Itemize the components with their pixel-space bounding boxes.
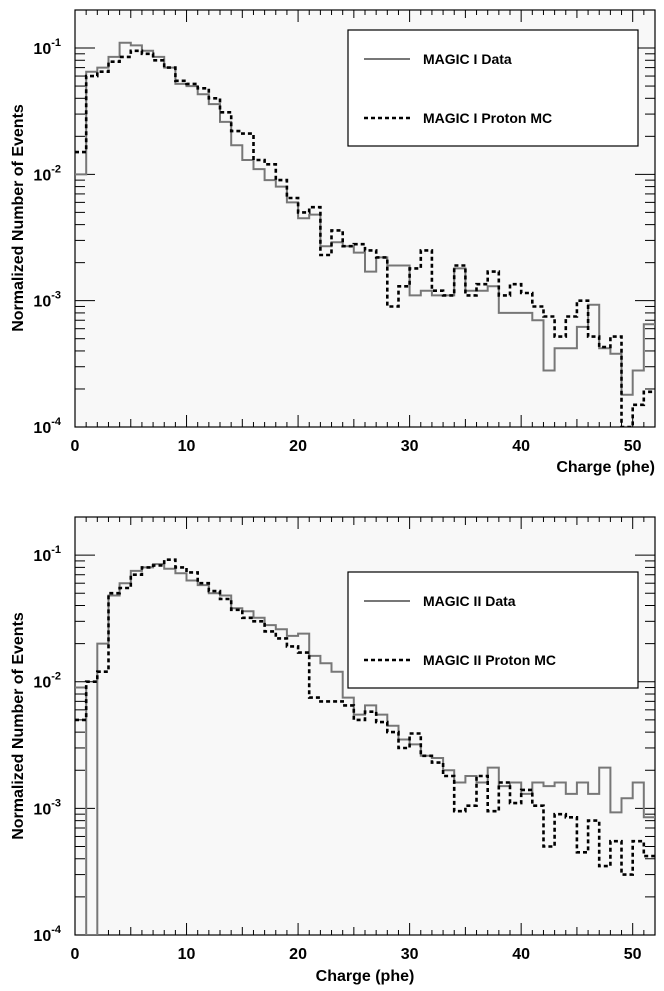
x-axis-title: Charge (phe) <box>316 968 415 985</box>
x-tick-label: 50 <box>624 946 642 963</box>
legend-entry-label: MAGIC II Proton MC <box>423 652 556 668</box>
y-tick-label: 10-2 <box>33 163 61 184</box>
x-tick-label: 0 <box>71 438 80 455</box>
legend-box <box>347 29 639 147</box>
legend: MAGIC I Data MAGIC I Proton MC <box>347 29 639 147</box>
y-tick-label: 10-2 <box>33 671 61 692</box>
series-proton-mc-line <box>75 49 655 427</box>
x-tick-label: 40 <box>512 946 530 963</box>
x-tick-label: 0 <box>71 946 80 963</box>
y-axis-title: Normalized Number of Events <box>10 612 27 840</box>
x-tick-label: 20 <box>289 946 307 963</box>
y-tick-label: 10-3 <box>33 797 61 818</box>
y-axis-title: Normalized Number of Events <box>10 104 27 332</box>
y-tick-label: 10-4 <box>33 924 61 945</box>
y-tick-label: 10-1 <box>33 544 61 565</box>
x-tick-label: 20 <box>289 438 307 455</box>
x-tick-label: 40 <box>512 438 530 455</box>
y-tick-label: 10-4 <box>33 416 61 437</box>
legend-entry-label: MAGIC I Data <box>423 51 512 67</box>
legend-entry-label: MAGIC II Data <box>423 593 516 609</box>
series-data-line <box>75 563 655 935</box>
y-tick-label: 10-3 <box>33 290 61 311</box>
x-tick-label: 50 <box>624 438 642 455</box>
x-tick-label: 30 <box>401 438 419 455</box>
x-tick-label: 10 <box>178 438 196 455</box>
x-axis-title: Charge (phe) <box>556 459 655 476</box>
legend: MAGIC II Data MAGIC II Proton MC <box>347 571 639 689</box>
legend-box <box>347 571 639 689</box>
legend-entry-label: MAGIC I Proton MC <box>423 110 552 126</box>
series-proton-mc-line <box>75 558 655 876</box>
chart-panel-2: 0 10 20 30 40 50 10-1 10-2 10-3 10-4 MAGIC II Data… <box>10 516 656 985</box>
y-tick-label: 10-1 <box>33 37 61 58</box>
x-tick-label: 10 <box>178 946 196 963</box>
series-data-line <box>75 41 655 396</box>
x-tick-label: 30 <box>401 946 419 963</box>
